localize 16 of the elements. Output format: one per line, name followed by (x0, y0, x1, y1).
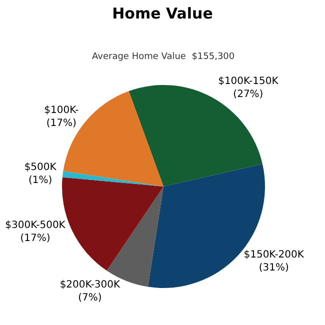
data-label: (31%) (258, 262, 289, 274)
data-label: (17%) (20, 233, 50, 244)
slice-label: $150K-200K (244, 249, 304, 260)
slice-label: $100K-150K (218, 76, 279, 88)
slice-label: $500K (24, 162, 57, 173)
pie-slice (62, 170, 164, 186)
data-label: (17%) (46, 118, 77, 130)
data-label: (7%) (78, 292, 102, 304)
slice-label: $100K- (44, 105, 80, 116)
data-label: (1%) (28, 174, 52, 186)
slice-label: $200K-300K (60, 279, 120, 290)
slice-label: $300K-500K (5, 220, 66, 232)
data-label: (27%) (233, 89, 264, 100)
chart-title: Home Value (112, 4, 213, 23)
pie-slice (128, 85, 262, 186)
chart-subtitle: Average Home Value $155,300 (92, 52, 235, 62)
